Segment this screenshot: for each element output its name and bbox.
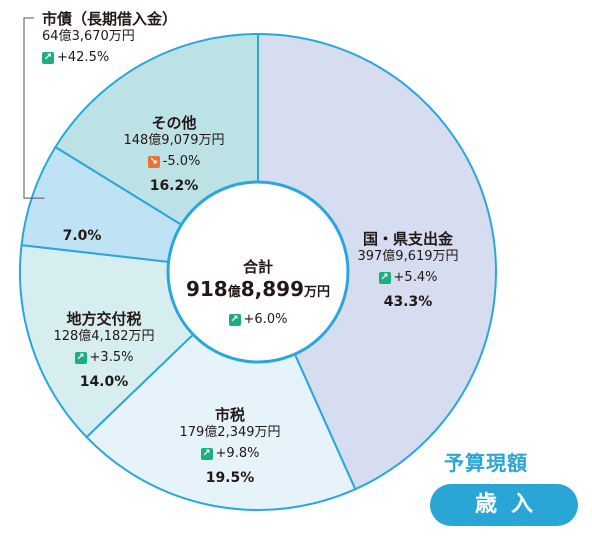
arrow-down-icon: ↘ xyxy=(147,156,160,168)
slice-percent: 14.0% xyxy=(79,374,129,391)
slice-name: 市税 xyxy=(214,406,245,424)
slice-change: ↘ -5.0% xyxy=(147,153,201,169)
slice-amount: 179億2,349万円 xyxy=(179,424,281,440)
slice-change: ↗ +42.5% xyxy=(42,49,110,65)
budget-title: 予算現額 xyxy=(444,451,528,475)
slice-label-shizei: 市税 179億2,349万円 ↗ +9.8% 19.5% xyxy=(160,406,300,488)
slice-change: ↗ +9.8% xyxy=(200,445,260,461)
arrow-up-icon: ↗ xyxy=(228,313,241,326)
slice-amount: 128億4,182万円 xyxy=(53,328,155,344)
slice-percent-shisai: 7.0% xyxy=(62,228,102,244)
slice-amount: 397億9,619万円 xyxy=(357,248,459,264)
slice-label-kokken: 国・県支出金 397億9,619万円 ↗ +5.4% 43.3% xyxy=(338,230,478,312)
callout-line xyxy=(23,17,45,199)
slice-change: ↗ +5.4% xyxy=(378,269,438,285)
revenue-badge: 歳入 xyxy=(430,484,578,526)
slice-amount: 148億9,079万円 xyxy=(123,132,225,148)
slice-label-koufuzei: 地方交付税 128億4,182万円 ↗ +3.5% 14.0% xyxy=(34,310,174,392)
slice-name: 国・県支出金 xyxy=(362,230,453,248)
slice-name: 地方交付税 xyxy=(66,310,142,328)
slice-amount: 64億3,670万円 xyxy=(42,28,135,44)
slice-name: 市債（長期借入金） xyxy=(42,10,178,28)
arrow-up-icon: ↗ xyxy=(200,448,213,460)
arrow-up-icon: ↗ xyxy=(74,352,87,364)
center-total: 合計 918億8,899万円 ↗ +6.0% xyxy=(178,258,338,328)
slice-change: ↗ +3.5% xyxy=(74,349,134,365)
total-change: ↗ +6.0% xyxy=(228,311,288,327)
total-label: 合計 xyxy=(242,258,273,276)
center-circle xyxy=(166,180,350,364)
slice-percent: 16.2% xyxy=(149,178,199,195)
arrow-up-icon: ↗ xyxy=(42,52,54,64)
slice-label-sonota: その他 148億9,079万円 ↘ -5.0% 16.2% xyxy=(104,114,244,196)
slice-percent: 19.5% xyxy=(205,470,255,487)
total-amount: 918億8,899万円 xyxy=(185,276,331,301)
slice-name: その他 xyxy=(151,114,197,132)
slice-label-shisai: 市債（長期借入金） 64億3,670万円 ↗ +42.5% xyxy=(42,10,177,66)
slice-percent: 43.3% xyxy=(383,294,433,311)
arrow-up-icon: ↗ xyxy=(378,272,391,284)
